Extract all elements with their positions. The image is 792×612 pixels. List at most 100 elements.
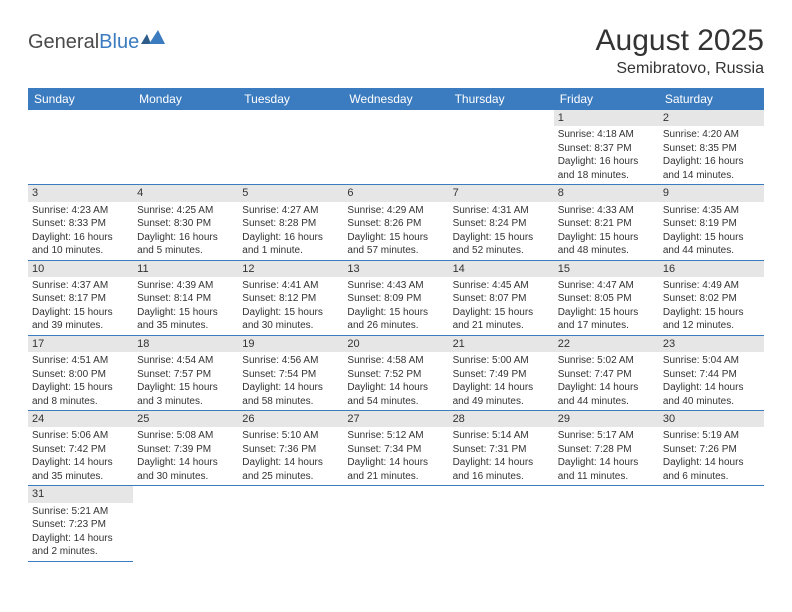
day-number: 6 [343,185,448,201]
day-number: 31 [28,486,133,502]
day-details: Sunrise: 4:27 AMSunset: 8:28 PMDaylight:… [238,202,343,260]
brand-part2: Blue [99,31,139,54]
location-label: Semibratovo, Russia [596,60,764,78]
calendar-empty-cell [554,486,659,561]
sunset-text: Sunset: 8:28 PM [242,217,339,231]
day-details: Sunrise: 4:33 AMSunset: 8:21 PMDaylight:… [554,202,659,260]
calendar-day-cell: 30Sunrise: 5:19 AMSunset: 7:26 PMDayligh… [659,411,764,486]
calendar-day-cell: 11Sunrise: 4:39 AMSunset: 8:14 PMDayligh… [133,260,238,335]
sunrise-text: Sunrise: 4:29 AM [347,204,444,218]
page-header: GeneralBlue August 2025 Semibratovo, Rus… [28,24,764,78]
day-details: Sunrise: 5:17 AMSunset: 7:28 PMDaylight:… [554,427,659,485]
daylight-text: Daylight: 16 hours and 14 minutes. [663,155,760,182]
day-number: 1 [554,110,659,126]
day-details: Sunrise: 4:39 AMSunset: 8:14 PMDaylight:… [133,277,238,335]
calendar-day-cell: 24Sunrise: 5:06 AMSunset: 7:42 PMDayligh… [28,411,133,486]
calendar-day-cell: 22Sunrise: 5:02 AMSunset: 7:47 PMDayligh… [554,335,659,410]
daylight-text: Daylight: 14 hours and 54 minutes. [347,381,444,408]
sunset-text: Sunset: 8:21 PM [558,217,655,231]
day-details: Sunrise: 5:04 AMSunset: 7:44 PMDaylight:… [659,352,764,410]
calendar-day-cell: 10Sunrise: 4:37 AMSunset: 8:17 PMDayligh… [28,260,133,335]
brand-part1: General [28,31,99,54]
day-details: Sunrise: 5:02 AMSunset: 7:47 PMDaylight:… [554,352,659,410]
day-number: 11 [133,261,238,277]
day-details: Sunrise: 5:21 AMSunset: 7:23 PMDaylight:… [28,503,133,561]
sunrise-text: Sunrise: 4:58 AM [347,354,444,368]
sunrise-text: Sunrise: 5:10 AM [242,429,339,443]
day-number: 15 [554,261,659,277]
day-details: Sunrise: 4:47 AMSunset: 8:05 PMDaylight:… [554,277,659,335]
brand-logo: GeneralBlue [28,30,167,54]
calendar-empty-cell [133,110,238,185]
calendar-empty-cell [238,110,343,185]
sunrise-text: Sunrise: 5:02 AM [558,354,655,368]
sunset-text: Sunset: 8:02 PM [663,292,760,306]
day-details: Sunrise: 4:56 AMSunset: 7:54 PMDaylight:… [238,352,343,410]
day-number: 5 [238,185,343,201]
daylight-text: Daylight: 15 hours and 3 minutes. [137,381,234,408]
calendar-day-cell: 25Sunrise: 5:08 AMSunset: 7:39 PMDayligh… [133,411,238,486]
sunrise-text: Sunrise: 4:39 AM [137,279,234,293]
calendar-day-cell: 18Sunrise: 4:54 AMSunset: 7:57 PMDayligh… [133,335,238,410]
calendar-day-cell: 20Sunrise: 4:58 AMSunset: 7:52 PMDayligh… [343,335,448,410]
sunset-text: Sunset: 8:17 PM [32,292,129,306]
day-number: 8 [554,185,659,201]
sunrise-text: Sunrise: 4:51 AM [32,354,129,368]
calendar-week-row: 24Sunrise: 5:06 AMSunset: 7:42 PMDayligh… [28,411,764,486]
sunrise-text: Sunrise: 5:17 AM [558,429,655,443]
calendar-page: GeneralBlue August 2025 Semibratovo, Rus… [0,0,792,586]
daylight-text: Daylight: 15 hours and 17 minutes. [558,306,655,333]
calendar-day-cell: 21Sunrise: 5:00 AMSunset: 7:49 PMDayligh… [449,335,554,410]
daylight-text: Daylight: 15 hours and 52 minutes. [453,231,550,258]
sunset-text: Sunset: 7:34 PM [347,443,444,457]
calendar-week-row: 17Sunrise: 4:51 AMSunset: 8:00 PMDayligh… [28,335,764,410]
sunset-text: Sunset: 8:19 PM [663,217,760,231]
day-details: Sunrise: 4:51 AMSunset: 8:00 PMDaylight:… [28,352,133,410]
daylight-text: Daylight: 16 hours and 18 minutes. [558,155,655,182]
sunrise-text: Sunrise: 4:23 AM [32,204,129,218]
daylight-text: Daylight: 14 hours and 25 minutes. [242,456,339,483]
sunrise-text: Sunrise: 4:18 AM [558,128,655,142]
sunset-text: Sunset: 7:26 PM [663,443,760,457]
sunset-text: Sunset: 8:05 PM [558,292,655,306]
sunset-text: Sunset: 8:14 PM [137,292,234,306]
sunrise-text: Sunrise: 5:12 AM [347,429,444,443]
sunset-text: Sunset: 8:24 PM [453,217,550,231]
sunset-text: Sunset: 7:39 PM [137,443,234,457]
daylight-text: Daylight: 15 hours and 30 minutes. [242,306,339,333]
daylight-text: Daylight: 14 hours and 11 minutes. [558,456,655,483]
calendar-empty-cell [28,110,133,185]
day-number: 30 [659,411,764,427]
sunset-text: Sunset: 8:12 PM [242,292,339,306]
calendar-week-row: 1Sunrise: 4:18 AMSunset: 8:37 PMDaylight… [28,110,764,185]
sunset-text: Sunset: 7:54 PM [242,368,339,382]
day-number: 3 [28,185,133,201]
sunrise-text: Sunrise: 4:47 AM [558,279,655,293]
day-number: 26 [238,411,343,427]
calendar-table: Sunday Monday Tuesday Wednesday Thursday… [28,88,764,562]
day-header: Monday [133,88,238,110]
calendar-day-cell: 8Sunrise: 4:33 AMSunset: 8:21 PMDaylight… [554,185,659,260]
daylight-text: Daylight: 15 hours and 57 minutes. [347,231,444,258]
day-header: Tuesday [238,88,343,110]
sunrise-text: Sunrise: 4:20 AM [663,128,760,142]
sunrise-text: Sunrise: 4:41 AM [242,279,339,293]
calendar-empty-cell [238,486,343,561]
day-number: 22 [554,336,659,352]
calendar-empty-cell [449,486,554,561]
daylight-text: Daylight: 15 hours and 35 minutes. [137,306,234,333]
daylight-text: Daylight: 15 hours and 39 minutes. [32,306,129,333]
calendar-day-cell: 5Sunrise: 4:27 AMSunset: 8:28 PMDaylight… [238,185,343,260]
calendar-day-cell: 26Sunrise: 5:10 AMSunset: 7:36 PMDayligh… [238,411,343,486]
day-number: 23 [659,336,764,352]
calendar-day-cell: 4Sunrise: 4:25 AMSunset: 8:30 PMDaylight… [133,185,238,260]
day-header: Friday [554,88,659,110]
calendar-day-cell: 29Sunrise: 5:17 AMSunset: 7:28 PMDayligh… [554,411,659,486]
daylight-text: Daylight: 14 hours and 2 minutes. [32,532,129,559]
daylight-text: Daylight: 14 hours and 40 minutes. [663,381,760,408]
day-number: 27 [343,411,448,427]
daylight-text: Daylight: 15 hours and 12 minutes. [663,306,760,333]
daylight-text: Daylight: 16 hours and 1 minute. [242,231,339,258]
sunset-text: Sunset: 8:37 PM [558,142,655,156]
sunrise-text: Sunrise: 5:04 AM [663,354,760,368]
